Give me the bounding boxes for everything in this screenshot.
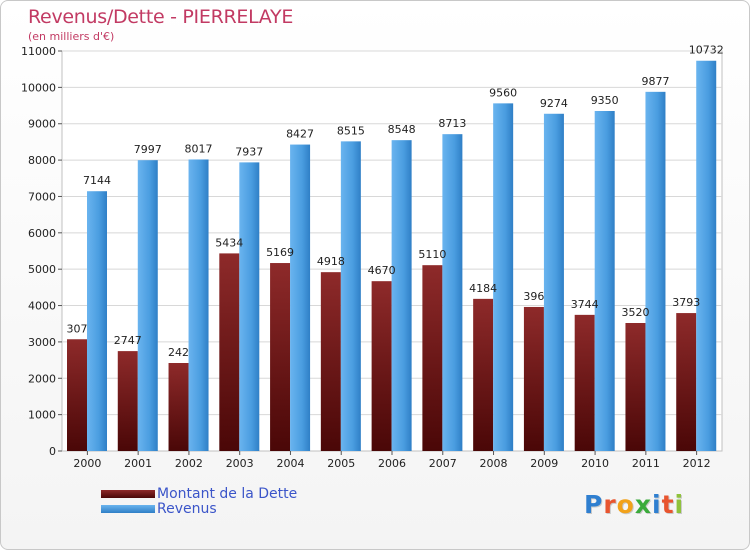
data-label-revenus: 8017 <box>185 142 213 155</box>
y-tick-label: 11000 <box>21 45 56 58</box>
bar-dette <box>422 265 443 451</box>
bar-revenus <box>137 160 158 451</box>
x-tick-label: 2006 <box>378 457 406 470</box>
x-tick-label: 2004 <box>276 457 304 470</box>
bar-dette <box>371 281 392 451</box>
data-label-revenus: 9350 <box>591 94 619 107</box>
data-label-dette: 4670 <box>368 264 396 277</box>
bar-dette <box>67 339 87 451</box>
legend-swatch-revenus <box>101 505 155 513</box>
bar-dette <box>574 314 595 451</box>
y-tick-label: 10000 <box>21 81 56 94</box>
bar-revenus <box>340 141 361 451</box>
logo-letter: o <box>616 490 635 519</box>
data-label-dette: 3520 <box>621 306 649 319</box>
legend-swatch-dette <box>101 490 155 498</box>
y-tick-label: 9000 <box>28 118 56 131</box>
data-label-dette: 307 <box>67 322 88 335</box>
bar-dette <box>625 323 646 451</box>
data-label-revenus: 7997 <box>134 143 162 156</box>
logo-letter: P <box>584 490 604 519</box>
x-tick-label: 2001 <box>124 457 152 470</box>
data-label-revenus: 8427 <box>286 128 314 141</box>
bar-dette <box>117 351 138 451</box>
data-label-dette: 5110 <box>418 248 446 261</box>
legend-label-dette: Montant de la Dette <box>157 486 298 502</box>
y-tick-label: 1000 <box>28 409 56 422</box>
x-tick-label: 2007 <box>429 457 457 470</box>
y-tick-label: 3000 <box>28 336 56 349</box>
x-tick-label: 2000 <box>73 457 101 470</box>
data-label-dette: 3793 <box>672 296 700 309</box>
data-label-dette: 5169 <box>266 246 294 259</box>
bar-dette <box>473 298 494 451</box>
bar-revenus <box>594 111 615 451</box>
data-label-revenus: 9877 <box>641 75 669 88</box>
bar-dette <box>219 253 240 451</box>
y-tick-label: 5000 <box>28 263 56 276</box>
data-label-revenus: 8548 <box>388 123 416 136</box>
chart-title: Revenus/Dette - PIERRELAYE <box>28 6 294 28</box>
bar-revenus <box>645 91 666 451</box>
data-label-revenus: 7937 <box>235 145 263 158</box>
y-tick-label: 6000 <box>28 227 56 240</box>
bar-dette <box>168 363 189 451</box>
data-label-revenus: 8515 <box>337 124 365 137</box>
bar-revenus <box>442 134 463 451</box>
bar-revenus <box>391 140 412 451</box>
data-label-revenus: 7144 <box>83 174 111 187</box>
logo-letter: t <box>661 490 675 519</box>
bar-revenus <box>87 191 107 451</box>
logo-letter: x <box>634 490 652 519</box>
bar-dette <box>270 263 291 451</box>
data-label-revenus: 9560 <box>489 86 517 99</box>
data-label-dette: 3744 <box>571 298 599 311</box>
x-tick-label: 2002 <box>175 457 203 470</box>
data-label-dette: 396 <box>523 290 544 303</box>
x-tick-label: 2011 <box>632 457 660 470</box>
x-tick-label: 2005 <box>327 457 355 470</box>
bar-revenus <box>290 144 311 451</box>
data-label-dette: 242 <box>168 346 189 359</box>
bar-revenus <box>239 162 260 451</box>
x-tick-label: 2010 <box>581 457 609 470</box>
x-tick-label: 2009 <box>530 457 558 470</box>
data-label-dette: 2747 <box>114 334 142 347</box>
bar-revenus <box>188 159 209 452</box>
data-label-revenus: 9274 <box>540 97 568 110</box>
y-tick-label: 2000 <box>28 372 56 385</box>
legend-label-revenus: Revenus <box>157 501 217 517</box>
y-tick-label: 8000 <box>28 154 56 167</box>
y-tick-label: 0 <box>49 445 56 458</box>
bar-revenus <box>543 113 564 451</box>
data-label-revenus: 8713 <box>438 117 466 130</box>
logo-letter: i <box>652 490 662 519</box>
bar-dette <box>523 306 544 451</box>
logo-letter: i <box>674 490 685 519</box>
proxiti-logo: Proxiti <box>584 490 684 519</box>
y-tick-label: 4000 <box>28 300 56 313</box>
x-tick-label: 2008 <box>480 457 508 470</box>
bar-revenus <box>493 103 514 451</box>
chart-subtitle: (en milliers d'€) <box>28 30 115 43</box>
bar-dette <box>676 313 697 451</box>
bar-dette <box>320 272 341 451</box>
x-tick-label: 2003 <box>226 457 254 470</box>
bar-revenus <box>696 60 717 451</box>
data-label-dette: 5434 <box>215 236 243 249</box>
x-tick-label: 2012 <box>683 457 711 470</box>
y-tick-label: 7000 <box>28 190 56 203</box>
labels: 0 1000 2000 3000 4000 5000 6000 7000 8000 9000 100… <box>21 44 724 470</box>
logo-letter: r <box>603 490 617 519</box>
data-label-revenus: 10732 <box>689 44 724 57</box>
bars <box>67 60 717 452</box>
data-label-dette: 4184 <box>469 282 497 295</box>
data-label-dette: 4918 <box>317 255 345 268</box>
